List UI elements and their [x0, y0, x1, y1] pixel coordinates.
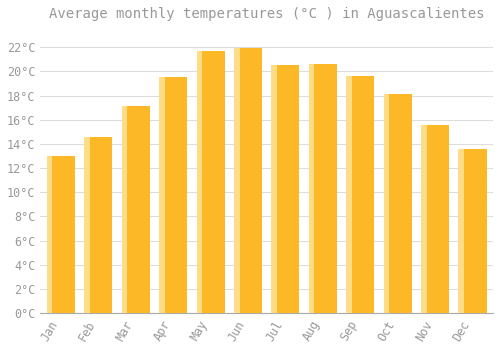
Bar	[421, 125, 426, 313]
Bar	[196, 51, 224, 313]
Bar	[272, 65, 299, 313]
Bar	[384, 94, 411, 313]
Bar	[234, 48, 239, 313]
Title: Average monthly temperatures (°C ) in Aguascalientes: Average monthly temperatures (°C ) in Ag…	[49, 7, 484, 21]
Bar	[122, 106, 150, 313]
Bar	[84, 136, 112, 313]
Bar	[272, 65, 277, 313]
Bar	[47, 156, 75, 313]
Bar	[159, 77, 187, 313]
Bar	[234, 48, 262, 313]
Bar	[346, 76, 374, 313]
Bar	[346, 76, 352, 313]
Bar	[196, 51, 202, 313]
Bar	[458, 149, 486, 313]
Bar	[159, 77, 164, 313]
Bar	[47, 156, 52, 313]
Bar	[122, 106, 128, 313]
Bar	[458, 149, 464, 313]
Bar	[84, 136, 90, 313]
Bar	[421, 125, 449, 313]
Bar	[384, 94, 389, 313]
Bar	[309, 64, 314, 313]
Bar	[309, 64, 337, 313]
